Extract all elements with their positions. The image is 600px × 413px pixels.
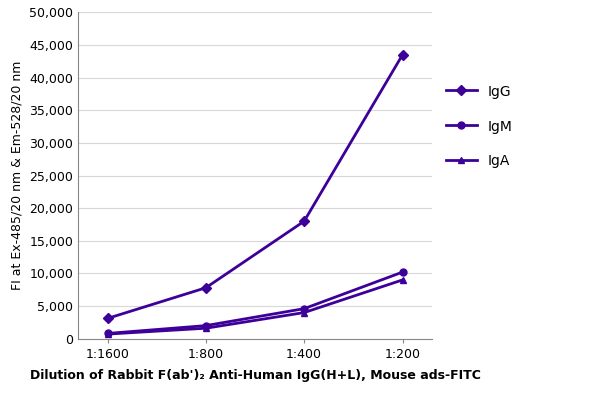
IgA: [399, 278, 406, 282]
X-axis label: Dilution of Rabbit F(ab')₂ Anti-Human IgG(H+L), Mouse ads-FITC: Dilution of Rabbit F(ab')₂ Anti-Human Ig…: [29, 369, 481, 382]
IgM: [104, 331, 111, 336]
IgM: [202, 323, 209, 328]
IgM: [399, 270, 406, 275]
IgG: [104, 316, 111, 321]
IgG: [399, 52, 406, 57]
Y-axis label: FI at Ex-485/20 nm & Em-528/20 nm: FI at Ex-485/20 nm & Em-528/20 nm: [11, 61, 23, 290]
IgM: [301, 306, 308, 311]
IgA: [104, 332, 111, 337]
IgA: [301, 310, 308, 315]
IgA: [202, 326, 209, 331]
IgG: [202, 285, 209, 290]
Line: IgM: IgM: [104, 268, 406, 337]
Line: IgG: IgG: [104, 51, 406, 322]
IgG: [301, 219, 308, 224]
Legend: IgG, IgM, IgA: IgG, IgM, IgA: [446, 85, 512, 169]
Line: IgA: IgA: [104, 276, 406, 337]
